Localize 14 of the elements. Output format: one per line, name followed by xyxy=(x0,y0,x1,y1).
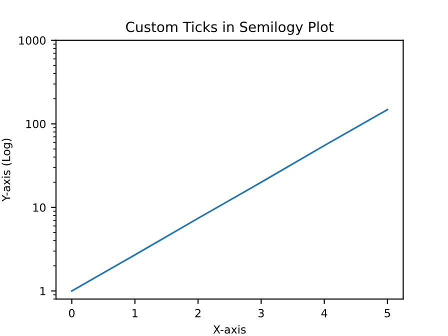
x-tick-label: 5 xyxy=(384,309,390,318)
x-tick-label: 1 xyxy=(132,309,138,318)
x-tick-label: 2 xyxy=(195,308,200,318)
x-tick-label: 3 xyxy=(258,308,264,318)
y-tick-label: 100 xyxy=(26,120,46,128)
y-axis-title: Y-axis (Log) xyxy=(2,138,12,202)
y-tick-label: 1 xyxy=(40,287,46,296)
chart-title: Custom Ticks in Semilogy Plot xyxy=(126,21,334,35)
x-axis-title: X-axis xyxy=(213,325,246,334)
y-tick-label: 10 xyxy=(33,203,46,212)
y-tick-label: 1000 xyxy=(19,36,46,45)
x-tick-label: 0 xyxy=(68,308,75,318)
x-tick-label: 4 xyxy=(321,309,328,318)
line-series xyxy=(70,108,388,292)
